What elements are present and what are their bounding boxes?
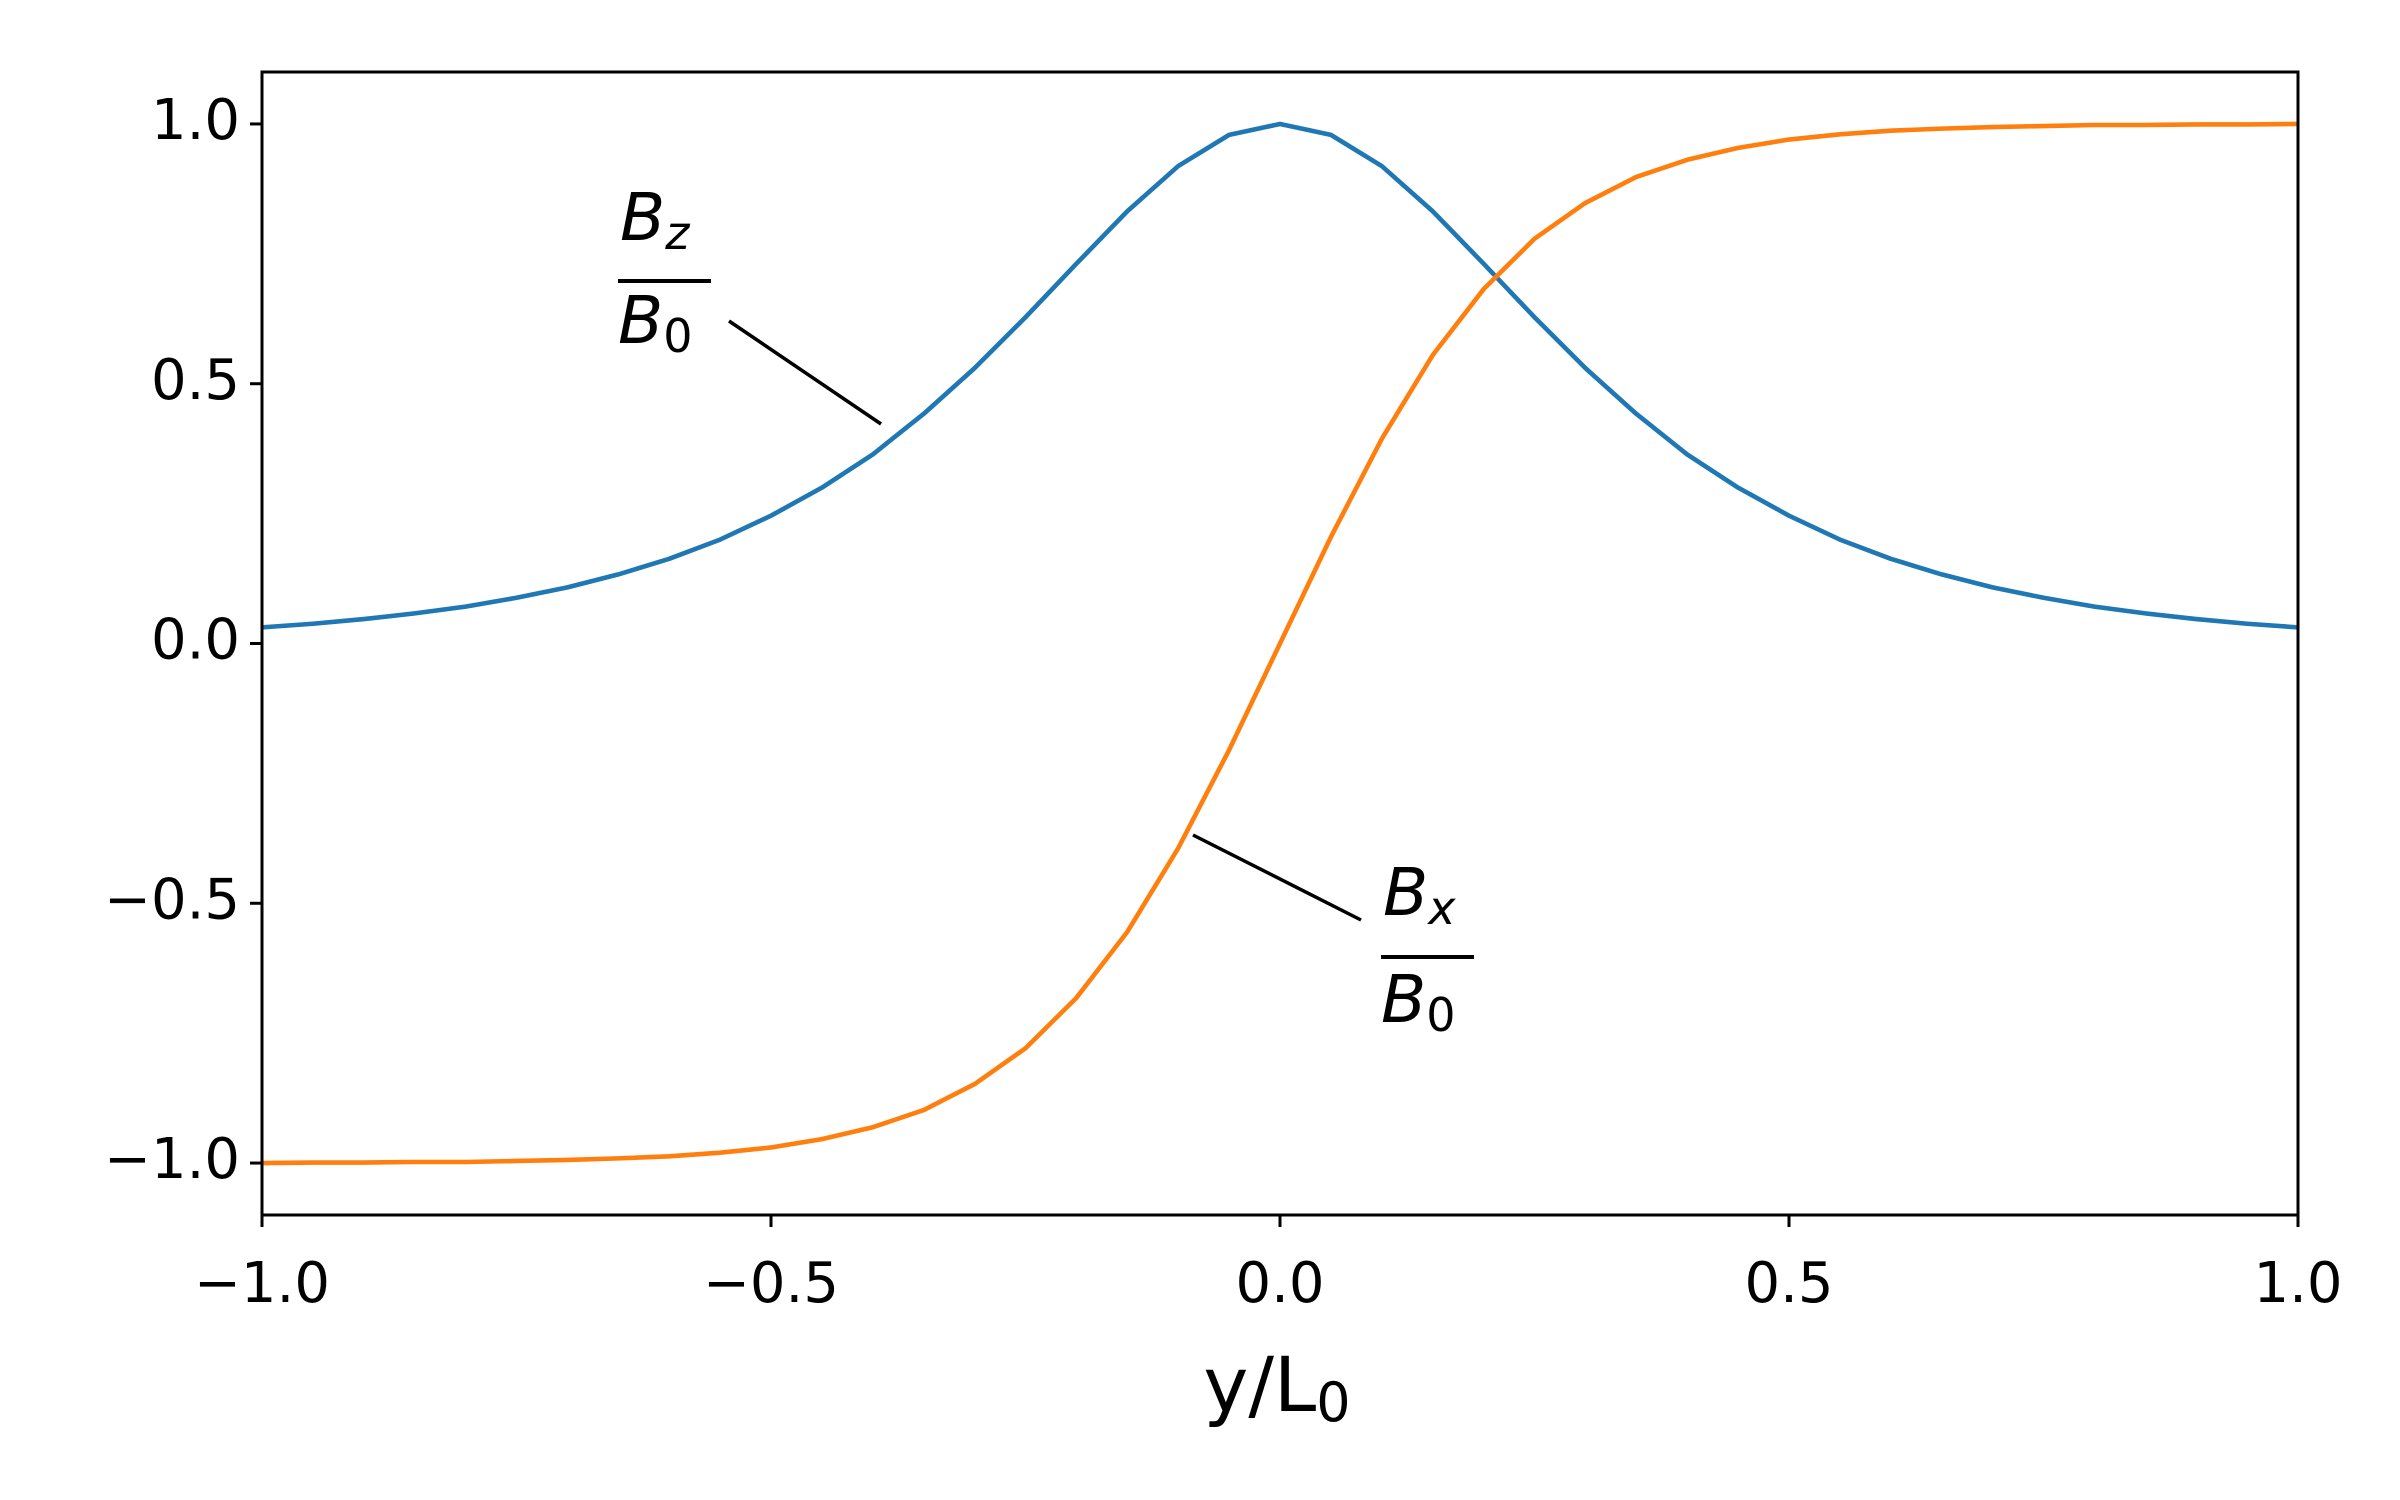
annotation-denominator: B0	[618, 282, 693, 362]
data-line	[261, 121, 2299, 1166]
annotation-numerator: Bx	[1383, 854, 1456, 934]
x-axis-label-sub: 0	[1316, 1371, 1350, 1434]
annotation-sub: z	[664, 206, 690, 260]
annotation-text: B	[1381, 961, 1426, 1038]
data-line	[261, 121, 2299, 630]
y-tick-label: 0.5	[151, 348, 240, 413]
annotation-pointer	[1192, 833, 1362, 922]
plot-frame	[260, 70, 2300, 1217]
annotation-pointer	[728, 319, 882, 426]
x-axis-label-main: y/L	[1203, 1340, 1316, 1429]
y-tick-label: 0.0	[151, 608, 240, 673]
annotation-text: B	[618, 282, 663, 359]
annotation-sub: x	[1426, 881, 1456, 935]
annotation-bx: Bx B0	[1192, 833, 1474, 1042]
y-tick-label: −0.5	[104, 867, 240, 932]
x-tick-label: 1.0	[2253, 1251, 2342, 1316]
x-tick-label: −1.0	[194, 1251, 330, 1316]
annotation-text: B	[1383, 854, 1428, 931]
x-axis-label: y/L0	[1203, 1340, 1350, 1434]
y-tick-label: −1.0	[104, 1127, 240, 1192]
annotation-numerator: Bz	[620, 179, 690, 259]
x-tick-label: 0.0	[1235, 1251, 1324, 1316]
annotation-sub: 0	[1426, 988, 1455, 1042]
annotation-sub: 0	[663, 309, 692, 363]
annotation-text: B	[620, 179, 665, 256]
y-tick-label: 1.0	[151, 88, 240, 153]
x-tick-label: 0.5	[1744, 1251, 1833, 1316]
x-tick-label: −0.5	[703, 1251, 839, 1316]
annotation-bz: Bz B0	[618, 179, 882, 426]
annotation-denominator: B0	[1381, 961, 1456, 1041]
